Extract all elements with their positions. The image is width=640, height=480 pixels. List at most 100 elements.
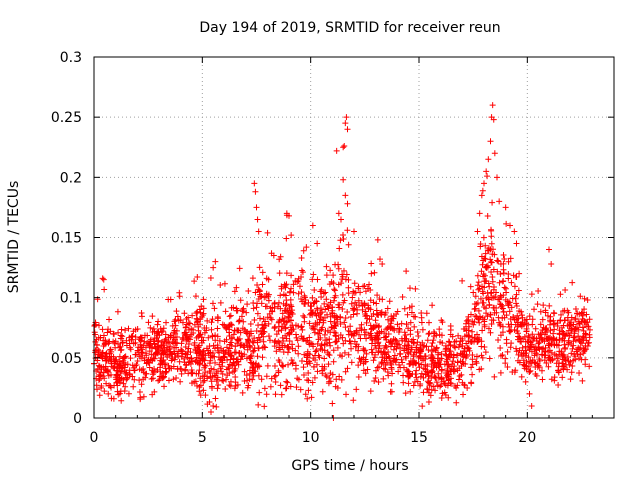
data-point xyxy=(500,270,507,277)
data-point xyxy=(288,232,295,239)
data-point xyxy=(529,331,536,338)
data-point xyxy=(506,308,513,315)
data-point xyxy=(255,286,262,293)
data-point xyxy=(106,316,113,323)
data-point xyxy=(322,372,329,379)
data-point xyxy=(497,271,504,278)
data-point xyxy=(381,334,388,341)
data-point xyxy=(496,319,503,326)
data-point xyxy=(406,285,413,292)
data-point xyxy=(304,337,311,344)
data-point xyxy=(149,391,156,398)
data-point xyxy=(360,283,367,290)
data-point xyxy=(546,354,553,361)
data-point xyxy=(465,332,472,339)
data-point xyxy=(576,370,583,377)
data-point xyxy=(172,340,179,347)
data-point xyxy=(478,338,485,345)
data-point xyxy=(513,348,520,355)
data-point xyxy=(227,312,234,319)
data-point xyxy=(207,370,214,377)
data-point xyxy=(118,365,125,372)
data-point xyxy=(232,382,239,389)
data-point xyxy=(355,373,362,380)
data-point xyxy=(116,358,123,365)
data-point xyxy=(363,319,370,326)
data-point xyxy=(555,382,562,389)
data-point xyxy=(200,337,207,344)
y-tick-label: 0.2 xyxy=(60,170,82,186)
data-point xyxy=(251,335,258,342)
data-point xyxy=(481,255,488,262)
data-point xyxy=(429,368,436,375)
data-point xyxy=(163,319,170,326)
data-point xyxy=(279,310,286,317)
data-point xyxy=(250,372,257,379)
data-point xyxy=(469,328,476,335)
data-point xyxy=(119,333,126,340)
data-point xyxy=(447,327,454,334)
data-point xyxy=(429,340,436,347)
data-point xyxy=(555,342,562,349)
data-point xyxy=(314,305,320,312)
data-point xyxy=(495,296,502,303)
data-point xyxy=(156,377,163,383)
data-point xyxy=(208,408,214,415)
data-point xyxy=(416,364,423,371)
data-point xyxy=(255,345,262,352)
data-point xyxy=(461,333,468,340)
data-point xyxy=(141,338,148,345)
data-point xyxy=(339,232,346,239)
data-point xyxy=(326,378,333,385)
data-point xyxy=(102,353,109,360)
data-point xyxy=(212,337,219,344)
data-point xyxy=(463,320,470,327)
data-point xyxy=(480,234,487,241)
data-point xyxy=(459,379,466,386)
data-point xyxy=(342,120,349,127)
data-point xyxy=(438,367,445,374)
data-point xyxy=(308,394,315,401)
data-point xyxy=(489,273,496,280)
data-point xyxy=(406,372,413,379)
data-point xyxy=(283,335,290,342)
data-point xyxy=(117,347,124,354)
data-point xyxy=(579,315,586,322)
data-point xyxy=(376,363,383,370)
data-point xyxy=(275,319,282,326)
data-point xyxy=(525,354,532,361)
data-point xyxy=(117,362,124,369)
data-point xyxy=(439,340,446,347)
data-point xyxy=(246,333,253,340)
data-point xyxy=(375,339,382,346)
data-point xyxy=(336,245,343,252)
data-point xyxy=(537,308,544,315)
data-point xyxy=(295,323,302,330)
x-tick-label: 15 xyxy=(410,430,428,446)
data-point xyxy=(455,332,462,339)
data-point xyxy=(287,296,294,303)
data-point xyxy=(536,357,543,364)
data-point xyxy=(148,351,155,358)
data-point xyxy=(388,313,395,320)
data-point xyxy=(504,298,511,305)
data-point xyxy=(286,314,293,321)
data-point xyxy=(179,350,186,357)
data-point xyxy=(226,313,233,320)
data-point xyxy=(231,288,238,295)
data-point xyxy=(403,321,410,328)
data-point xyxy=(98,364,105,371)
data-point xyxy=(499,315,506,322)
data-point xyxy=(516,270,523,277)
data-point xyxy=(221,353,228,360)
data-point xyxy=(411,378,418,385)
data-point xyxy=(418,319,425,326)
data-point xyxy=(384,305,391,312)
data-point xyxy=(298,295,305,302)
data-point xyxy=(519,344,526,351)
data-point xyxy=(471,300,478,307)
data-point xyxy=(370,357,377,364)
data-point xyxy=(479,327,486,334)
data-point xyxy=(208,352,215,359)
data-point xyxy=(393,345,400,352)
